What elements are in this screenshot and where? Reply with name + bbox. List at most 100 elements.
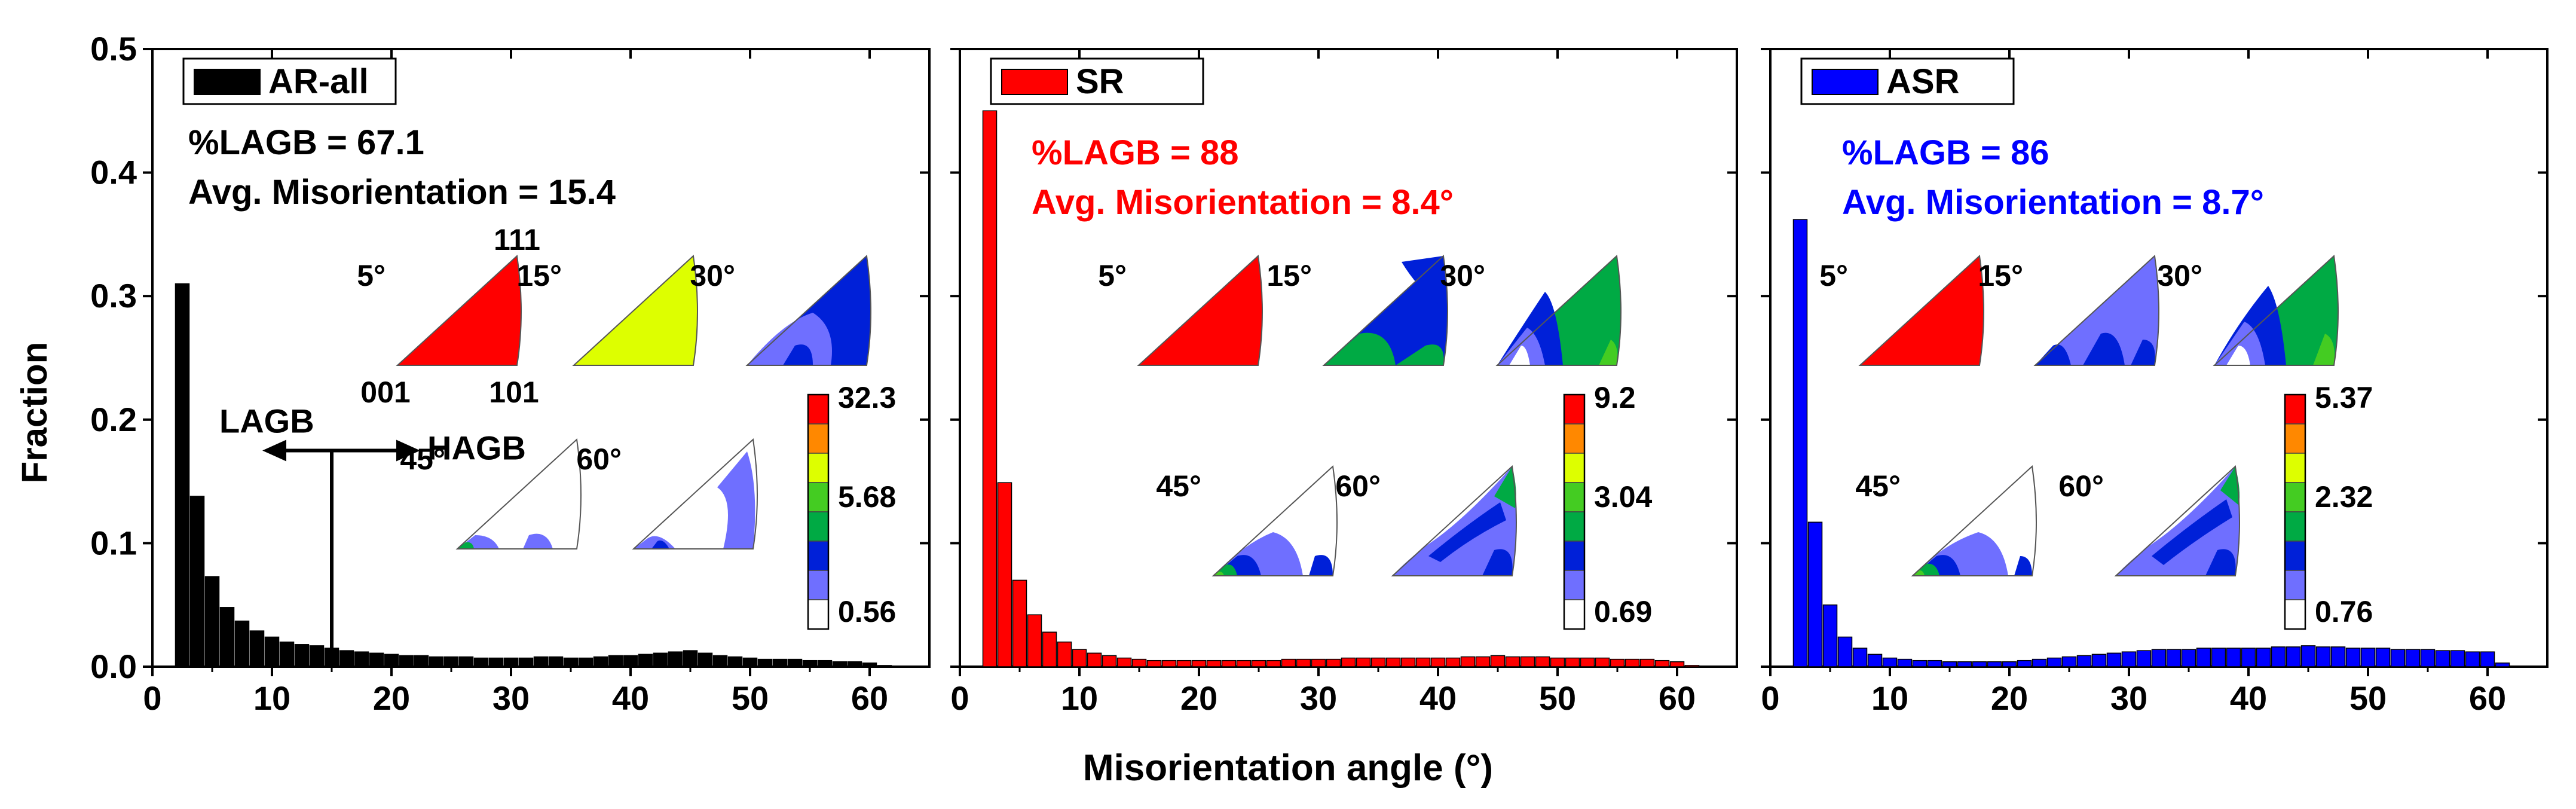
ipf-triangle-asr [1911,465,2037,576]
bar-ar [204,576,220,667]
ipf-triangle-sr [1495,254,1622,366]
scale-min-label: 0.56 [838,595,896,628]
avg-misorientation-sr: Avg. Misorientation = 8.4° [1032,183,1454,222]
lagb-percent-sr: %LAGB = 88 [1032,133,1239,172]
scale-mid-label: 3.04 [1594,480,1653,514]
bar-asr [2256,648,2271,667]
bar-ar [593,656,608,667]
scale-segment [1564,570,1585,600]
bar-asr [2046,657,2062,667]
bar-sr [1027,614,1042,667]
ipf-region [523,533,553,549]
bar-sr [1385,657,1401,667]
bar-ar [623,655,638,667]
y-axis-label: Fraction [14,342,54,484]
scale-segment [807,482,829,512]
ipf-region [2205,549,2236,576]
scale-segment [2284,511,2306,542]
scale-segment [2284,482,2306,512]
ipf-region [2226,346,2250,365]
scale-mid-label: 2.32 [2315,480,2373,514]
bar-sr [1087,652,1102,667]
ipf-corner-101: 101 [489,376,539,409]
bar-sr [1176,660,1192,667]
scale-segment [1564,599,1585,630]
bar-asr [2121,651,2137,667]
x-tick-label: 60 [2469,679,2506,717]
scale-segment [2284,423,2306,454]
ipf-region [1860,256,1984,365]
bar-asr [2286,646,2301,667]
scale-segment [2284,570,2306,600]
ipf-region [457,542,474,549]
bar-asr [2465,651,2480,667]
bar-sr [1624,658,1640,667]
ipf-triangle-asr [2033,254,2159,366]
ipf-region [1324,332,1396,365]
scale-segment [807,511,829,542]
x-tick-label: 50 [1539,679,1576,717]
bar-asr [2390,649,2406,667]
bar-ar [399,655,414,667]
ipf-outline [1137,254,1263,366]
scale-segment [2284,599,2306,630]
bar-sr [1191,660,1207,667]
bar-sr [1370,657,1386,667]
ipf-outline [1391,465,1517,576]
bar-sr [1326,658,1341,667]
legend-label-asr: ASR [1886,62,1959,101]
bar-asr [2360,648,2376,667]
scale-max-label: 5.37 [2315,381,2373,414]
x-tick-label: 40 [2230,679,2267,717]
ipf-region [1402,256,1448,310]
ipf-region [2035,344,2071,365]
bar-ar [354,651,369,667]
scale-segment [1564,394,1585,425]
scale-segment [807,423,829,454]
bar-asr [2181,649,2196,667]
y-tick-label: 0.3 [90,277,137,315]
bar-ar [429,656,444,667]
bar-asr [1822,604,1838,667]
bar-sr [1400,657,1416,667]
bar-sr [1236,660,1252,667]
bar-sr [1012,579,1027,667]
y-tick-label: 0.5 [90,30,137,68]
bar-sr [1580,657,1595,667]
ipf-outline [1858,254,1984,366]
bar-sr [1057,641,1072,667]
scale-segment [1564,511,1585,542]
bar-asr [2375,648,2391,667]
bar-asr [2091,654,2107,667]
scale-segment [1564,423,1585,454]
bar-ar [294,644,310,667]
ipf-triangle-ar [396,254,522,366]
bar-asr [1897,658,1913,667]
bar-sr [1654,660,1670,667]
ipf-region [2035,256,2159,365]
bar-ar [339,650,354,667]
bar-ar [697,652,713,667]
ipf-angle-label: 30° [690,259,735,292]
lagb-arrowhead [262,439,286,462]
ipf-angle-label: 15° [516,259,562,292]
ipf-outline [632,438,758,549]
x-tick-label: 10 [253,679,290,717]
bar-ar [384,654,399,667]
bar-asr [2405,649,2421,667]
bar-asr [2032,658,2047,667]
bar-sr [1490,655,1506,667]
x-tick-label: 50 [732,679,769,717]
bar-asr [1882,657,1898,667]
avg-misorientation-asr: Avg. Misorientation = 8.7° [1842,183,2264,222]
ipf-corner-001: 001 [360,376,410,409]
x-tick-label: 0 [1761,679,1779,717]
scale-segment [2284,453,2306,483]
x-tick-label: 20 [1991,679,2028,717]
bar-asr [2241,648,2256,667]
x-tick-label: 10 [1871,679,1908,717]
ipf-angle-label: 5° [357,259,386,292]
ipf-outline [455,438,582,549]
ipf-region [2116,466,2240,576]
avg-misorientation-ar: Avg. Misorientation = 15.4 [188,173,616,212]
